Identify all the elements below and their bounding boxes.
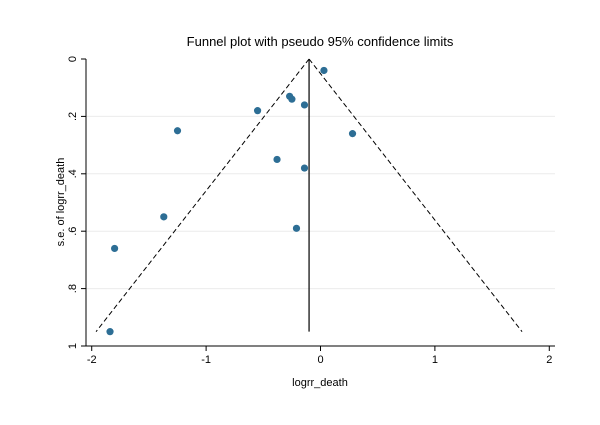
data-point [110,244,119,253]
chart-title: Funnel plot with pseudo 95% confidence l… [187,34,454,49]
y-axis-ticks: 0 .2 .4 .6 .8 1 [67,56,86,349]
data-points [106,66,357,336]
data-point [292,224,301,232]
y-tick-label: .8 [67,284,79,293]
data-point [106,328,114,336]
gridlines [86,115,555,347]
y-tick-label: 0 [67,56,79,62]
data-point [160,213,168,221]
data-point [288,95,296,103]
y-tick-label: .2 [67,112,79,121]
x-tick-label: 2 [546,354,552,366]
y-axis-label: s.e. of logrr_death [55,158,67,247]
data-point [173,127,182,135]
data-point [273,155,281,164]
data-point [320,66,328,75]
lower-confidence-limit [95,58,310,332]
x-tick-label: 0 [317,354,323,366]
confidence-limits [95,58,523,332]
data-point [300,164,309,172]
y-tick-label: 1 [67,343,79,349]
x-tick-label: -1 [201,354,211,366]
y-tick-label: .6 [67,227,79,236]
x-tick-label: 1 [432,354,438,366]
x-axis-ticks: -2 -1 0 1 2 [87,346,552,366]
upper-confidence-limit [308,58,523,332]
x-tick-label: -2 [87,354,97,366]
x-axis-label: logrr_death [292,377,348,389]
data-point [253,107,262,115]
data-point [300,101,309,109]
axes [85,59,555,347]
data-point [348,130,357,138]
y-tick-label: .4 [67,169,79,178]
